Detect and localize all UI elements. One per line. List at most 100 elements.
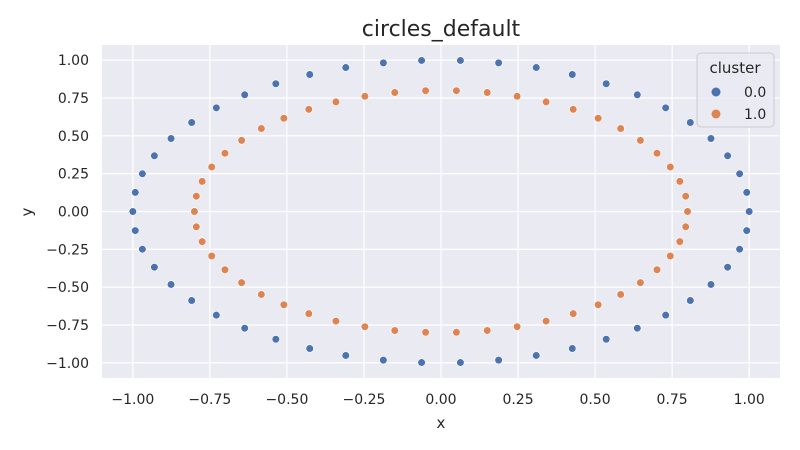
point-cluster-1 xyxy=(675,237,684,246)
legend-label-0: 0.0 xyxy=(744,85,766,101)
point-cluster-0 xyxy=(742,226,751,235)
point-cluster-0 xyxy=(212,103,221,112)
point-cluster-0 xyxy=(602,335,611,344)
point-cluster-0 xyxy=(187,296,196,305)
point-cluster-1 xyxy=(636,278,645,287)
point-cluster-1 xyxy=(513,92,522,101)
point-cluster-0 xyxy=(686,118,695,127)
point-cluster-0 xyxy=(379,58,388,67)
point-cluster-1 xyxy=(681,192,690,201)
y-tick-label: 0.75 xyxy=(58,91,89,107)
x-tick-label: 0.00 xyxy=(425,392,456,408)
point-cluster-1 xyxy=(237,136,246,145)
point-cluster-1 xyxy=(541,316,551,326)
point-cluster-0 xyxy=(271,79,280,88)
x-tick-labels: −1.00 −0.75 −0.50 −0.25 0.00 0.25 0.50 0.75 1.00 xyxy=(111,392,764,408)
point-cluster-0 xyxy=(742,188,751,197)
y-tick-label: 1.00 xyxy=(58,53,89,69)
point-cluster-0 xyxy=(602,79,611,88)
point-cluster-1 xyxy=(257,124,266,133)
point-cluster-1 xyxy=(207,162,216,172)
legend: cluster 0.0 1.0 xyxy=(696,52,775,128)
point-cluster-1 xyxy=(360,92,369,101)
y-tick-label: 0.00 xyxy=(58,205,89,221)
point-cluster-0 xyxy=(212,311,221,320)
x-tick-label: 1.00 xyxy=(734,392,765,408)
y-tick-label: −0.75 xyxy=(46,318,89,334)
x-axis-label: x xyxy=(437,414,446,432)
y-tick-labels: −1.00 −0.75 −0.50 −0.25 0.00 0.25 0.50 0.75 1.00 xyxy=(46,53,89,372)
point-cluster-0 xyxy=(187,118,196,127)
point-cluster-0 xyxy=(150,151,159,160)
point-cluster-0 xyxy=(735,245,744,254)
point-cluster-0 xyxy=(305,344,314,353)
point-cluster-1 xyxy=(304,309,313,318)
point-cluster-1 xyxy=(675,177,684,186)
point-cluster-1 xyxy=(616,290,625,299)
point-cluster-1 xyxy=(594,300,603,309)
y-tick-label: 0.50 xyxy=(58,129,89,145)
point-cluster-1 xyxy=(331,97,341,107)
point-cluster-0 xyxy=(138,169,147,178)
point-cluster-1 xyxy=(683,207,692,216)
point-cluster-1 xyxy=(198,237,207,246)
point-cluster-0 xyxy=(131,188,140,197)
point-cluster-0 xyxy=(568,344,577,353)
point-cluster-0 xyxy=(661,311,670,320)
point-cluster-1 xyxy=(192,192,201,201)
point-cluster-0 xyxy=(494,356,503,365)
point-cluster-0 xyxy=(568,70,577,79)
point-cluster-1 xyxy=(331,316,341,326)
y-axis-label: y xyxy=(18,207,36,216)
point-cluster-0 xyxy=(723,263,732,272)
point-cluster-1 xyxy=(390,88,399,97)
point-cluster-1 xyxy=(541,97,551,107)
point-cluster-1 xyxy=(483,326,492,335)
point-cluster-1 xyxy=(666,251,675,261)
point-cluster-0 xyxy=(633,324,642,333)
legend-title: cluster xyxy=(709,59,761,77)
point-cluster-0 xyxy=(379,356,388,365)
point-cluster-1 xyxy=(220,149,230,158)
point-cluster-0 xyxy=(166,134,176,143)
data-points xyxy=(128,56,754,367)
point-cluster-0 xyxy=(131,226,140,235)
legend-marker-0 xyxy=(711,87,721,97)
point-cluster-1 xyxy=(390,326,399,335)
point-cluster-0 xyxy=(735,169,744,178)
point-cluster-1 xyxy=(569,105,578,114)
point-cluster-0 xyxy=(305,70,314,79)
point-cluster-0 xyxy=(686,296,695,305)
point-cluster-0 xyxy=(240,90,249,99)
point-cluster-0 xyxy=(341,63,350,72)
x-tick-label: 0.50 xyxy=(580,392,611,408)
point-cluster-1 xyxy=(652,149,662,158)
point-cluster-0 xyxy=(633,90,642,99)
point-cluster-1 xyxy=(198,177,207,186)
point-cluster-1 xyxy=(279,300,288,309)
point-cluster-0 xyxy=(456,358,465,367)
x-tick-label: 0.75 xyxy=(657,392,688,408)
point-cluster-1 xyxy=(513,322,522,331)
point-cluster-0 xyxy=(532,63,541,72)
x-tick-label: −0.75 xyxy=(188,392,231,408)
point-cluster-1 xyxy=(652,265,662,274)
point-cluster-1 xyxy=(681,222,690,231)
point-cluster-0 xyxy=(138,245,147,254)
point-cluster-1 xyxy=(279,114,288,123)
chart-title: circles_default xyxy=(362,17,521,42)
legend-marker-1 xyxy=(711,109,721,119)
point-cluster-0 xyxy=(494,58,503,67)
point-cluster-0 xyxy=(456,56,465,65)
x-tick-label: −0.25 xyxy=(343,392,386,408)
point-cluster-1 xyxy=(192,222,201,231)
point-cluster-1 xyxy=(452,86,461,95)
point-cluster-0 xyxy=(532,351,541,360)
point-cluster-1 xyxy=(569,309,578,318)
point-cluster-0 xyxy=(417,358,426,367)
point-cluster-1 xyxy=(421,86,430,95)
point-cluster-0 xyxy=(150,263,159,272)
point-cluster-0 xyxy=(723,151,732,160)
point-cluster-0 xyxy=(166,280,176,289)
